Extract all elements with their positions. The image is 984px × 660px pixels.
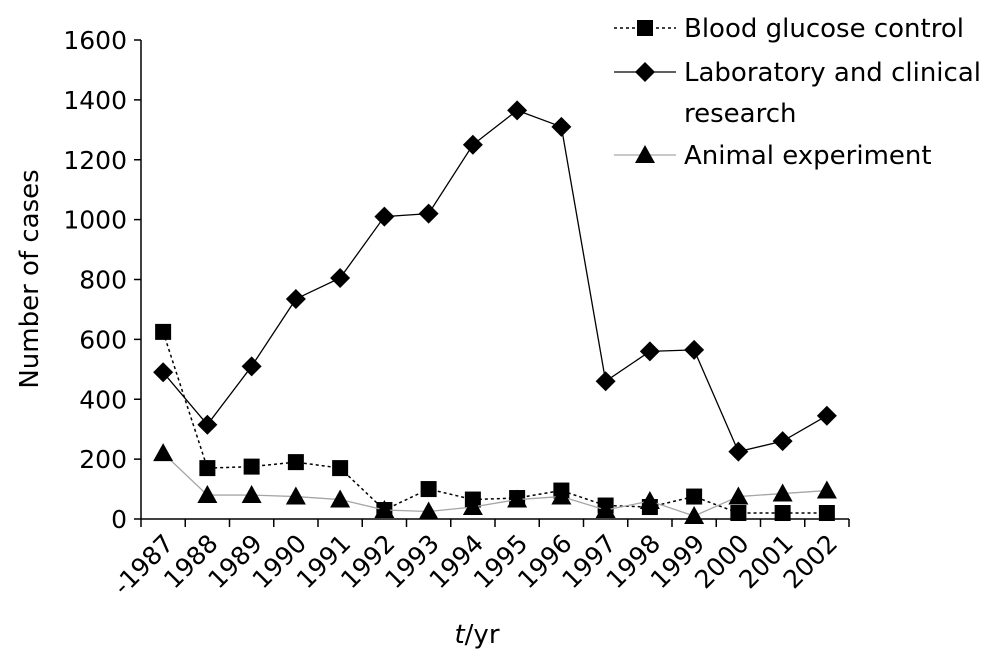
data-point <box>684 506 705 525</box>
data-point <box>730 505 747 522</box>
y-tick-label: 1400 <box>63 86 127 115</box>
axes: 02004006008001000120014001600-1987198819… <box>63 26 850 601</box>
data-point <box>595 371 616 392</box>
data-point <box>684 339 705 360</box>
data-point <box>197 485 218 504</box>
y-tick-label: 800 <box>79 266 127 295</box>
series-square <box>155 323 835 522</box>
y-tick-label: 0 <box>111 505 127 534</box>
legend-entry: Blood glucose control <box>614 14 964 44</box>
data-point <box>507 100 528 121</box>
data-point <box>197 414 218 435</box>
data-point <box>330 268 351 289</box>
legend: Blood glucose control Laboratory and clin… <box>614 14 981 171</box>
series-line <box>162 109 828 453</box>
legend-label: research <box>684 99 796 129</box>
data-point <box>418 203 439 224</box>
data-point <box>199 460 216 477</box>
data-point <box>462 497 483 516</box>
data-point <box>816 480 837 499</box>
data-point <box>374 206 395 227</box>
legend-entry: Animal experiment <box>614 141 932 171</box>
data-point <box>818 505 835 522</box>
data-point <box>285 288 306 309</box>
data-point <box>686 488 703 505</box>
data-point <box>728 486 749 505</box>
x-axis-title-variable: t <box>454 620 465 650</box>
data-point <box>420 481 437 498</box>
data-point <box>639 491 660 510</box>
legend-entry: Laboratory and clinical research <box>614 58 981 129</box>
series-diamond <box>153 100 837 462</box>
data-point <box>772 483 793 502</box>
y-axis-title: Number of cases <box>15 169 45 388</box>
y-tick-label: 1200 <box>63 146 127 175</box>
data-point <box>153 362 174 383</box>
legend-marker <box>635 145 655 163</box>
legend-marker <box>635 62 655 82</box>
data-point <box>330 489 351 508</box>
data-point <box>418 501 439 520</box>
data-point <box>772 431 793 452</box>
y-tick-label: 600 <box>79 325 127 354</box>
data-point <box>287 454 304 471</box>
y-tick-label: 400 <box>79 385 127 414</box>
data-point <box>639 341 660 362</box>
x-axis-title: t/yr <box>454 620 499 650</box>
data-point <box>551 116 572 137</box>
data-point <box>285 486 306 505</box>
y-tick-label: 200 <box>79 445 127 474</box>
legend-label: Blood glucose control <box>684 14 964 44</box>
data-point <box>332 460 349 477</box>
data-point <box>241 485 262 504</box>
y-tick-label: 1600 <box>63 26 127 55</box>
x-axis-title-unit: /yr <box>465 620 500 650</box>
series-line <box>162 452 827 517</box>
data-point <box>153 443 174 462</box>
data-point <box>551 486 572 505</box>
data-point <box>774 505 791 522</box>
legend-label: Laboratory and clinical <box>684 58 981 88</box>
series-line <box>162 331 827 514</box>
data-point <box>155 323 172 340</box>
data-point <box>816 405 837 426</box>
legend-marker <box>637 20 653 36</box>
legend-label: Animal experiment <box>684 141 932 171</box>
series-triangle <box>153 443 837 525</box>
data-point <box>462 134 483 155</box>
series-layer <box>153 100 837 525</box>
data-point <box>374 500 395 519</box>
data-point <box>507 489 528 508</box>
data-point <box>728 441 749 462</box>
data-point <box>595 500 616 519</box>
y-tick-label: 1000 <box>63 206 127 235</box>
data-point <box>241 356 262 377</box>
data-point <box>243 458 260 475</box>
